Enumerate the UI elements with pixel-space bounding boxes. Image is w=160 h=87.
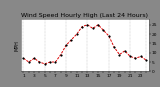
Y-axis label: MPH: MPH bbox=[14, 40, 19, 51]
Title: Wind Speed Hourly High (Last 24 Hours): Wind Speed Hourly High (Last 24 Hours) bbox=[21, 13, 148, 18]
